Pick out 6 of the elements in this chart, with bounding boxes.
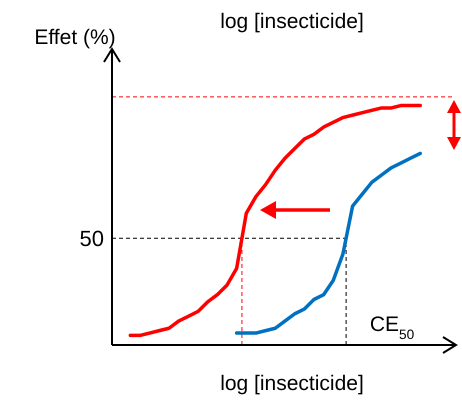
text: CE [370, 313, 399, 336]
x-axis-title: log [insecticide] [220, 372, 364, 395]
chart-title: log [insecticide] [220, 10, 364, 33]
y-axis-title: Effet (%) [34, 26, 116, 49]
text: 50 [80, 226, 104, 252]
annotation: 50 [399, 326, 415, 342]
